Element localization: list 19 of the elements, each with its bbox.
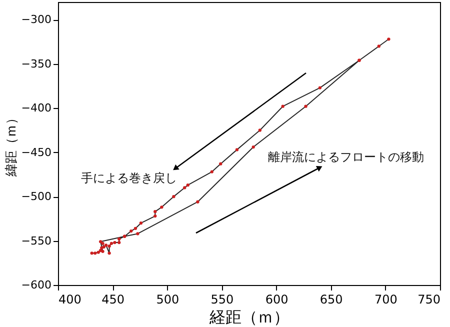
y-tick-label: −600	[21, 278, 52, 292]
y-tick-label: −300	[21, 13, 52, 26]
annotation: 離岸流によるフロートの移動	[268, 150, 424, 164]
x-tick-label: 450	[102, 292, 125, 306]
x-tick-label: 650	[320, 292, 343, 306]
y-tick-label: −400	[21, 102, 52, 115]
x-axis-title: 経距（ｍ）	[208, 308, 290, 326]
x-tick-label: 600	[265, 292, 288, 306]
x-tick-label: 750	[418, 292, 440, 306]
x-tick-label: 400	[58, 292, 82, 306]
y-axis-title: 緯距（ｍ）	[4, 112, 20, 178]
y-tick-label: −450	[21, 146, 52, 159]
annotation: 手による巻き戻し	[81, 171, 177, 185]
y-tick-label: −350	[21, 57, 52, 70]
x-tick-label: 700	[374, 292, 398, 306]
x-tick-label: 500	[156, 292, 180, 306]
y-tick-label: −500	[21, 190, 52, 204]
x-tick-label: 550	[210, 292, 234, 306]
y-tick-label: −550	[21, 234, 52, 248]
